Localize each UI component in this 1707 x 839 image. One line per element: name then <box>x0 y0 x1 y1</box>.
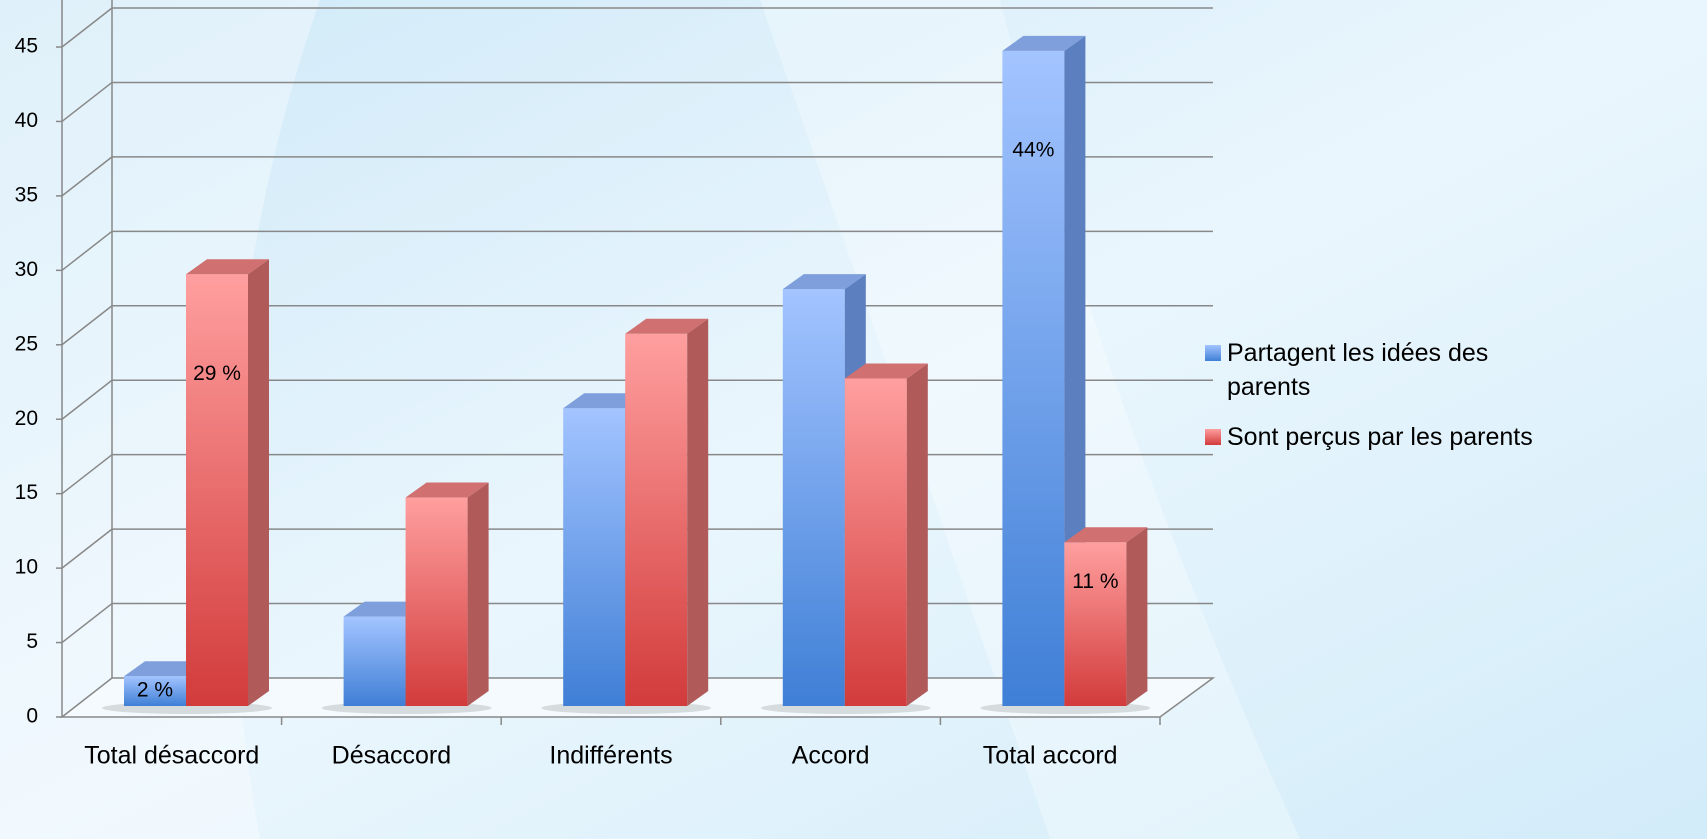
x-tick-label: Accord <box>792 742 870 770</box>
grid-line <box>61 454 113 495</box>
grid-line <box>61 528 113 569</box>
legend-label: Sont perçus par les parents <box>1227 423 1533 451</box>
grid-line <box>61 602 113 644</box>
data-label: 2 % <box>137 679 173 702</box>
bar-top <box>782 274 866 290</box>
y-tick-label: 15 <box>15 481 38 504</box>
bar-front <box>343 616 406 706</box>
bar-side <box>687 318 709 706</box>
bar-front <box>186 274 248 706</box>
grid-line <box>61 305 113 346</box>
legend-item: Sont perçus par les parents <box>1205 420 1605 454</box>
legend-item: Partagent les idées des parents <box>1205 336 1535 404</box>
y-tick-label: 0 <box>26 705 38 728</box>
bar-top <box>405 482 489 498</box>
data-label: 44% <box>1012 138 1054 161</box>
bar-side <box>467 482 489 706</box>
bar-top <box>625 318 709 334</box>
bar <box>405 482 489 706</box>
bar-front <box>782 289 845 706</box>
grid-line <box>61 230 113 271</box>
x-tick-label: Indifférents <box>549 742 672 770</box>
bar-side <box>1126 527 1148 706</box>
data-label: 29 % <box>193 362 241 385</box>
grid-line <box>61 156 113 197</box>
legend-label: Partagent les idées des parents <box>1227 339 1489 401</box>
bar-top <box>186 259 269 275</box>
legend-swatch <box>1205 345 1221 361</box>
data-label: 11 % <box>1072 570 1118 593</box>
y-tick-label: 35 <box>15 183 38 206</box>
bar <box>186 259 269 706</box>
y-tick-label: 40 <box>15 109 38 132</box>
bar-top <box>1002 35 1086 51</box>
grid-line <box>61 379 113 420</box>
legend-swatch <box>1205 429 1221 445</box>
x-tick-label: Total désaccord <box>84 742 259 770</box>
bar-front <box>124 676 186 706</box>
x-tick-label: Désaccord <box>332 742 452 770</box>
bar-front <box>1002 50 1065 706</box>
y-tick-label: 5 <box>26 630 38 653</box>
bar <box>1064 527 1148 706</box>
x-tick-label: Total accord <box>983 742 1118 770</box>
y-tick-label: 20 <box>15 407 38 430</box>
bar-front <box>625 333 688 706</box>
bar-top <box>844 363 928 379</box>
bar-side <box>906 363 928 706</box>
grid-line <box>61 7 113 48</box>
bar <box>625 318 709 706</box>
y-tick-label: 30 <box>15 258 38 281</box>
bar <box>844 363 928 706</box>
bar-side <box>248 259 269 706</box>
y-tick-label: 25 <box>15 332 38 355</box>
bar-front <box>1064 542 1127 706</box>
y-tick-label: 45 <box>15 35 38 58</box>
bar-front <box>405 497 468 706</box>
bar-top <box>1064 527 1148 543</box>
bar-front <box>844 378 907 706</box>
grid-line <box>61 81 113 123</box>
y-tick-label: 10 <box>15 556 38 579</box>
bar-front <box>563 408 626 706</box>
